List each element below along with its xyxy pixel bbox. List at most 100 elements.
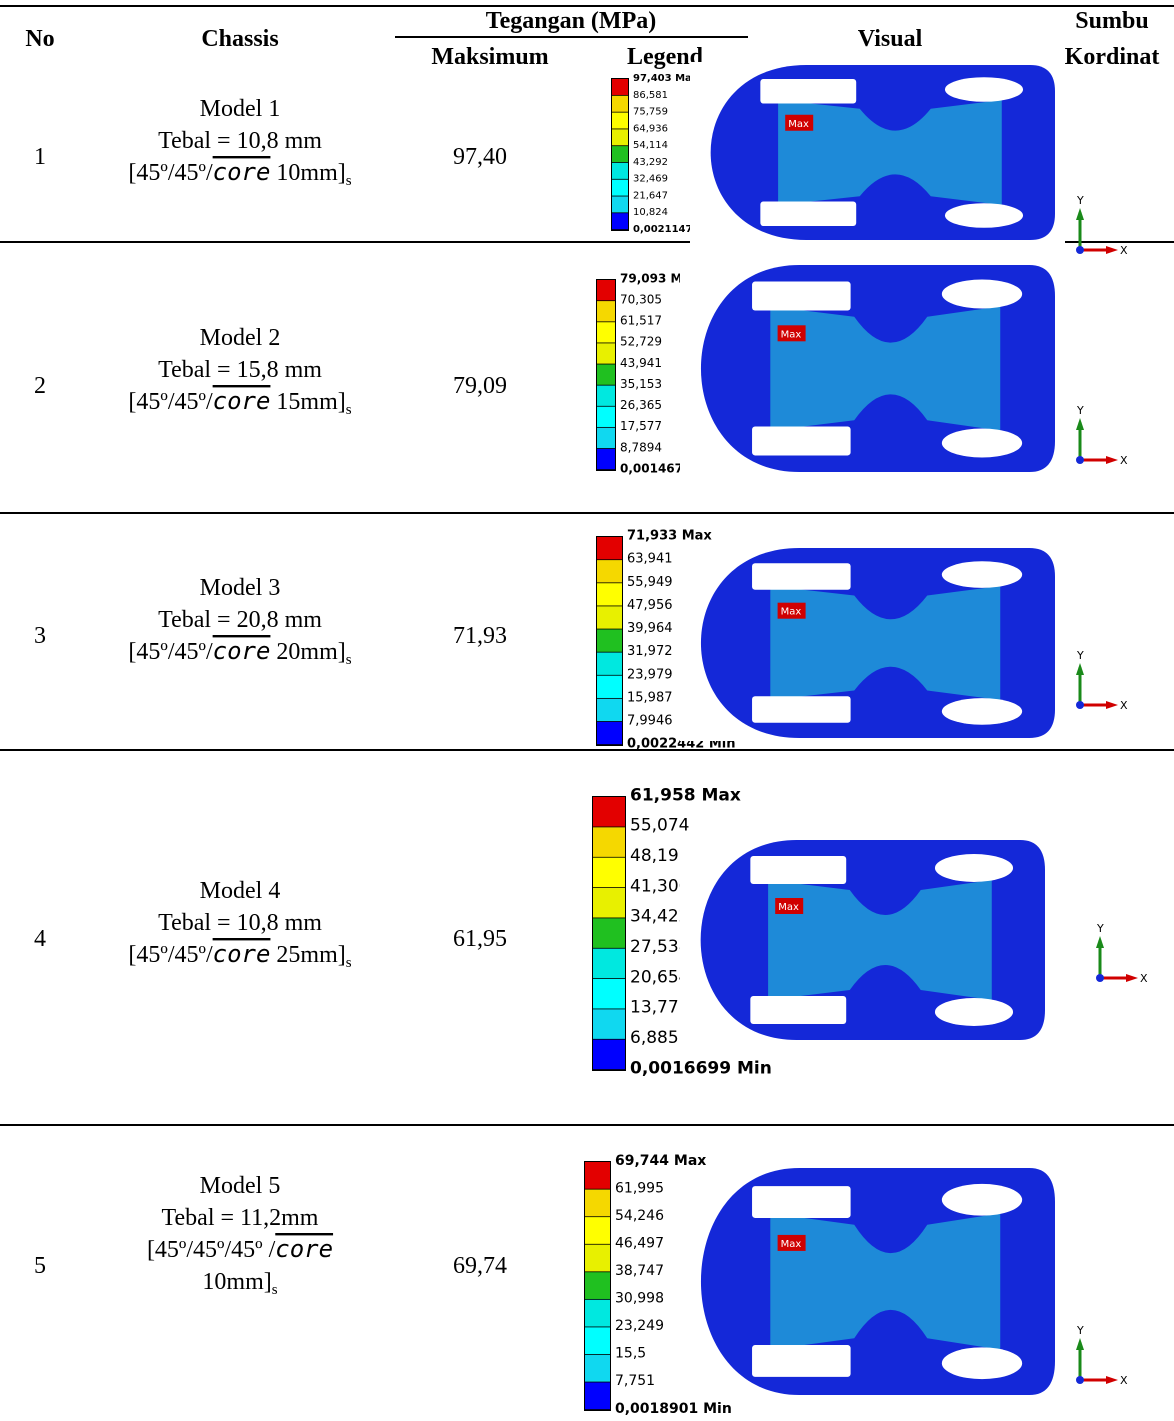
legend-band — [597, 560, 622, 582]
chassis-model: Model 5 — [200, 1173, 281, 1199]
legend-label: 61,958 Max — [630, 785, 741, 805]
axis-x-label: X — [1120, 244, 1128, 257]
layup-core: core — [213, 387, 271, 415]
maksimum-value: 69,74 — [453, 1253, 507, 1279]
max-tag-label: Max — [778, 902, 799, 913]
layup-core: core — [213, 637, 271, 665]
legend-band — [585, 1217, 610, 1244]
layup-sub: s — [346, 173, 352, 189]
legend-label: 39,964 — [627, 621, 673, 636]
legend-label: 10,824 — [633, 207, 668, 218]
legend-label: 52,729 — [620, 335, 662, 349]
legend-label: 23,249 — [615, 1318, 664, 1334]
chassis-layup: [45º/45º/core 10mm]s — [128, 158, 351, 189]
axis-y-label: Y — [1076, 194, 1084, 207]
legend-band — [593, 827, 625, 857]
legend-label: 17,577 — [620, 419, 662, 433]
cutout — [942, 279, 1022, 308]
layup-core: core — [213, 940, 271, 968]
legend-label: 55,949 — [627, 575, 673, 590]
layup-core: core — [275, 1235, 333, 1263]
cutout — [750, 996, 846, 1024]
legend-label: 64,936 — [633, 123, 668, 134]
header-no: No — [25, 26, 54, 52]
header-tegangan: Tegangan (MPa) — [486, 8, 656, 34]
chassis-layup: [45º/45º/core 15mm]s — [128, 387, 351, 418]
legend-label: 71,933 Max — [627, 529, 712, 544]
axis-origin — [1076, 1376, 1084, 1384]
chassis-layup: 10mm]s — [202, 1269, 277, 1298]
axis-x-label: X — [1120, 454, 1128, 467]
layup-open: [45º/45º/ — [128, 942, 213, 968]
legend-band — [585, 1190, 610, 1217]
cutout — [752, 282, 851, 311]
cutout — [752, 1345, 851, 1377]
cutout — [752, 426, 851, 455]
cutout — [942, 561, 1022, 588]
layup-open: [45º/45º/ — [128, 389, 213, 415]
legend-band — [612, 96, 628, 112]
legend-band — [597, 537, 622, 559]
cutout — [760, 202, 856, 227]
legend-band — [593, 1040, 625, 1070]
legend-band — [597, 449, 615, 469]
max-tag-label: Max — [781, 1239, 802, 1250]
chassis-model: Model 4 — [200, 878, 281, 904]
legend-band — [585, 1327, 610, 1354]
layup-close: 10mm] — [202, 1269, 271, 1295]
maksimum-value: 79,09 — [453, 373, 507, 399]
legend-label: 86,581 — [633, 90, 668, 101]
legend-band — [597, 606, 622, 628]
legend-band — [612, 180, 628, 196]
legend-band — [612, 113, 628, 129]
axis-x-label: X — [1120, 699, 1128, 712]
legend-label: 48,19 — [630, 846, 679, 866]
header-sumbu: Sumbu — [1075, 8, 1148, 34]
axis-x-head — [1106, 456, 1118, 464]
legend-label: 54,246 — [615, 1208, 664, 1224]
legend-label: 31,972 — [627, 644, 673, 659]
max-tag-label: Max — [788, 119, 809, 130]
legend-band — [593, 888, 625, 918]
axis-x-head — [1106, 1376, 1118, 1384]
axis-origin — [1076, 701, 1084, 709]
axis-y-head — [1076, 1338, 1084, 1350]
legend-label: 43,292 — [633, 157, 668, 168]
legend-band — [597, 699, 622, 721]
cutout — [752, 696, 851, 723]
page: No Chassis Tegangan (MPa) Maksimum Legen… — [0, 0, 1174, 1421]
cutout — [945, 77, 1023, 102]
layup-core: core — [213, 158, 271, 186]
legend-label: 21,647 — [633, 190, 668, 201]
legend-band — [597, 322, 615, 342]
legend-band — [612, 79, 628, 95]
axis-origin — [1096, 974, 1104, 982]
max-tag-label: Max — [781, 329, 802, 340]
cutout — [760, 79, 856, 104]
legend-band — [593, 979, 625, 1009]
legend-band — [593, 1009, 625, 1039]
cutout — [935, 998, 1013, 1026]
legend-label: 63,941 — [627, 552, 673, 567]
row-no: 1 — [34, 144, 46, 170]
legend-label: 61,517 — [620, 314, 662, 328]
chassis-model: Model 2 — [200, 325, 281, 351]
layup-sub: s — [272, 1282, 278, 1298]
legend-label: 8,7894 — [620, 440, 662, 454]
legend-band — [597, 386, 615, 406]
layup-close: 20mm] — [270, 639, 345, 665]
axis-y-head — [1076, 663, 1084, 675]
legend-band — [597, 428, 615, 448]
axis-y-label: Y — [1076, 1324, 1084, 1337]
legend-band — [593, 858, 625, 888]
legend-label: 7,9946 — [627, 713, 673, 728]
legend-band — [593, 797, 625, 827]
axis-y-head — [1076, 418, 1084, 430]
legend-band — [612, 163, 628, 179]
legend-band — [612, 213, 628, 229]
legend-label: 0,0016699 Min — [630, 1058, 772, 1078]
layup-close: 15mm] — [270, 389, 345, 415]
axis-x-head — [1106, 701, 1118, 709]
legend-label: 55,074 — [630, 816, 689, 836]
maksimum-value: 61,95 — [453, 926, 507, 952]
